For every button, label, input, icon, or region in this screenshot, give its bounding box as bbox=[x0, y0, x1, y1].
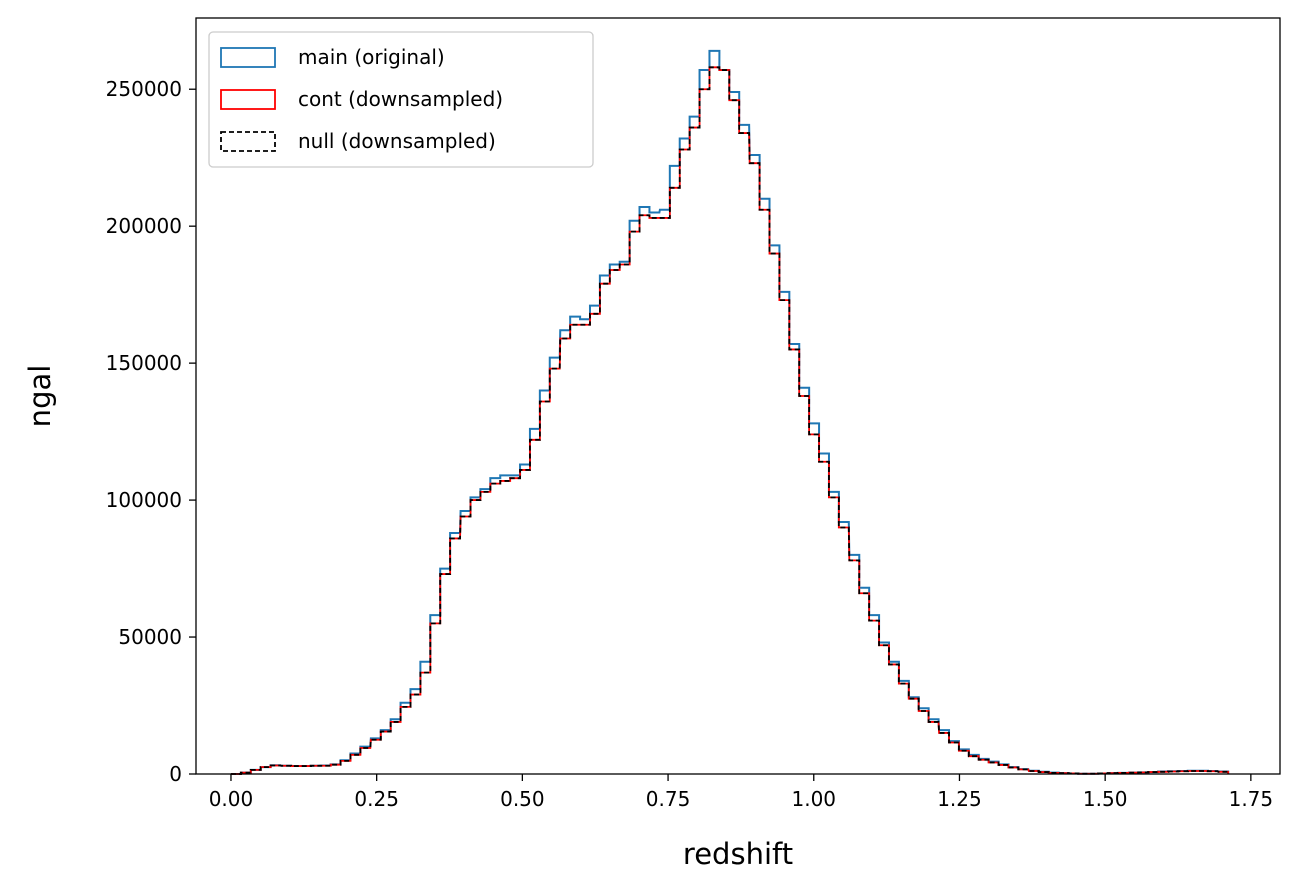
plot-frame bbox=[195, 17, 1281, 775]
series-line-2 bbox=[230, 66, 1230, 775]
y-tick-label: 50000 bbox=[118, 625, 182, 649]
x-tick-label: 0.25 bbox=[354, 787, 399, 811]
legend-label: cont (downsampled) bbox=[298, 87, 503, 111]
y-axis-label: ngal bbox=[23, 365, 57, 428]
legend: main (original) cont (downsampled) null (d… bbox=[208, 31, 594, 168]
y-tick-label: 100000 bbox=[106, 488, 182, 512]
x-tick-label: 0.75 bbox=[646, 787, 691, 811]
x-tick-label: 1.25 bbox=[937, 787, 982, 811]
legend-label: main (original) bbox=[298, 45, 445, 69]
x-tick-label: 1.75 bbox=[1229, 787, 1274, 811]
legend-swatch bbox=[220, 89, 276, 110]
y-tick-label: 150000 bbox=[106, 351, 182, 375]
legend-label: null (downsampled) bbox=[298, 129, 496, 153]
y-tick-label: 200000 bbox=[106, 214, 182, 238]
x-tick-label: 1.50 bbox=[1083, 787, 1128, 811]
series-layer bbox=[230, 49, 1230, 775]
legend-swatch bbox=[220, 47, 276, 68]
legend-swatch bbox=[220, 131, 276, 152]
y-tick-label: 0 bbox=[169, 762, 182, 786]
y-axis: 0 50000 100000 150000 200000 250000 bbox=[106, 77, 196, 786]
x-tick-label: 0.00 bbox=[209, 787, 254, 811]
x-tick-label: 0.50 bbox=[500, 787, 545, 811]
legend-box bbox=[208, 31, 594, 168]
x-axis: 0.00 0.25 0.50 0.75 1.00 1.25 1.50 1.75 bbox=[209, 774, 1273, 811]
y-tick-label: 250000 bbox=[106, 77, 182, 101]
x-tick-label: 1.00 bbox=[791, 787, 836, 811]
x-axis-label: redshift bbox=[683, 837, 793, 871]
